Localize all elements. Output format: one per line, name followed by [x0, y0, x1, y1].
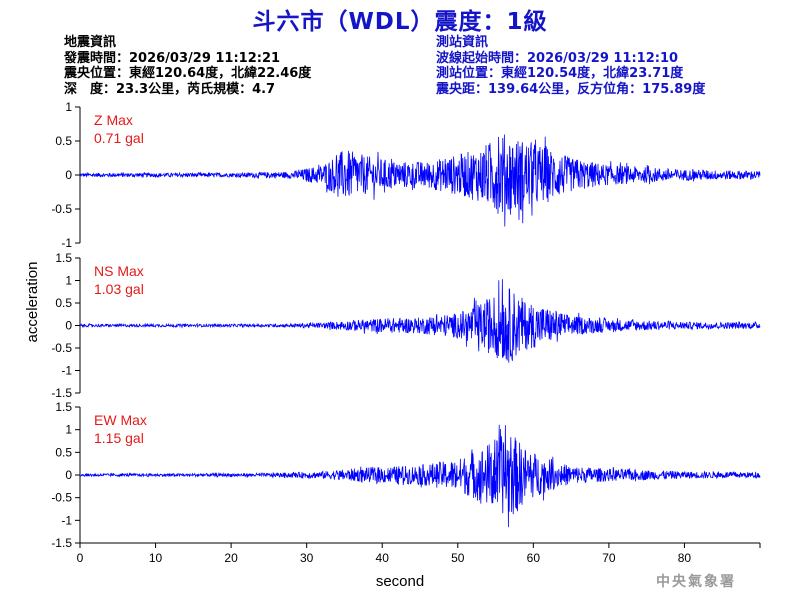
station-info-heading: 測站資訊	[436, 35, 489, 50]
y-tick-label: -0.5	[51, 202, 72, 216]
y-tick-label: -1.5	[51, 386, 72, 400]
y-axis-title: acceleration	[24, 262, 41, 343]
y-tick-label: 1	[65, 423, 72, 437]
earthquake-info-heading: 地震資訊	[64, 35, 117, 50]
waveform-ns	[79, 279, 761, 363]
y-tick-label: 0	[65, 468, 72, 482]
y-tick-label: 1.5	[55, 400, 72, 414]
x-tick-label: 70	[602, 551, 616, 565]
y-tick-label: 0.5	[55, 296, 72, 310]
x-tick-label: 50	[451, 551, 465, 565]
x-tick-label: 10	[149, 551, 163, 565]
x-tick-label: 0	[77, 551, 84, 565]
x-tick-label: 60	[527, 551, 541, 565]
y-tick-label: 1	[65, 274, 72, 288]
y-tick-label: -0.5	[51, 491, 72, 505]
earthquake-info: 地震資訊 發震時間：2026/03/29 11:12:21 震央位置：東經120…	[64, 35, 311, 97]
y-tick-label: 0	[65, 319, 72, 333]
max-label-ns: NS Max	[94, 263, 144, 279]
agency-name: 中央氣象署	[656, 574, 736, 590]
waveform-z	[79, 134, 761, 227]
y-tick-label: -1	[61, 513, 72, 527]
y-tick-label: 1	[65, 100, 72, 114]
origin-time: 發震時間：2026/03/29 11:12:21	[64, 50, 281, 66]
station-info: 測站資訊 波線起始時間：2026/03/29 11:12:10 測站位置：東經1…	[436, 35, 705, 97]
max-label-z: Z Max	[94, 112, 133, 128]
x-axis-title: second	[376, 573, 424, 590]
page-title: 斗六市（WDL）震度：1級	[252, 9, 548, 35]
max-value-ew: 1.15 gal	[94, 430, 144, 446]
waveform-ew	[79, 424, 761, 528]
y-tick-label: -1	[61, 236, 72, 250]
y-tick-label: 0	[65, 168, 72, 182]
depth-magnitude: 深 度：23.3公里，芮氏規模：4.7	[64, 81, 276, 97]
x-tick-label: 80	[678, 551, 692, 565]
distance-azimuth: 震央距：139.64公里，反方位角：175.89度	[436, 81, 706, 97]
station-location: 測站位置：東經120.54度，北緯23.71度	[436, 66, 684, 81]
max-label-ew: EW Max	[94, 412, 147, 428]
x-tick-label: 30	[300, 551, 314, 565]
y-tick-label: -1.5	[51, 536, 72, 550]
x-tick-label: 40	[376, 551, 390, 565]
wave-start-time: 波線起始時間：2026/03/29 11:12:10	[436, 50, 679, 66]
y-tick-label: -1	[61, 364, 72, 378]
max-value-ns: 1.03 gal	[94, 281, 144, 297]
y-tick-label: 0.5	[55, 445, 72, 459]
max-value-z: 0.71 gal	[94, 130, 144, 146]
y-tick-label: 1.5	[55, 251, 72, 265]
epicenter-location: 震央位置：東經120.64度，北緯22.46度	[64, 66, 312, 81]
y-tick-label: 0.5	[55, 134, 72, 148]
y-tick-label: -0.5	[51, 341, 72, 355]
x-tick-label: 20	[224, 551, 238, 565]
